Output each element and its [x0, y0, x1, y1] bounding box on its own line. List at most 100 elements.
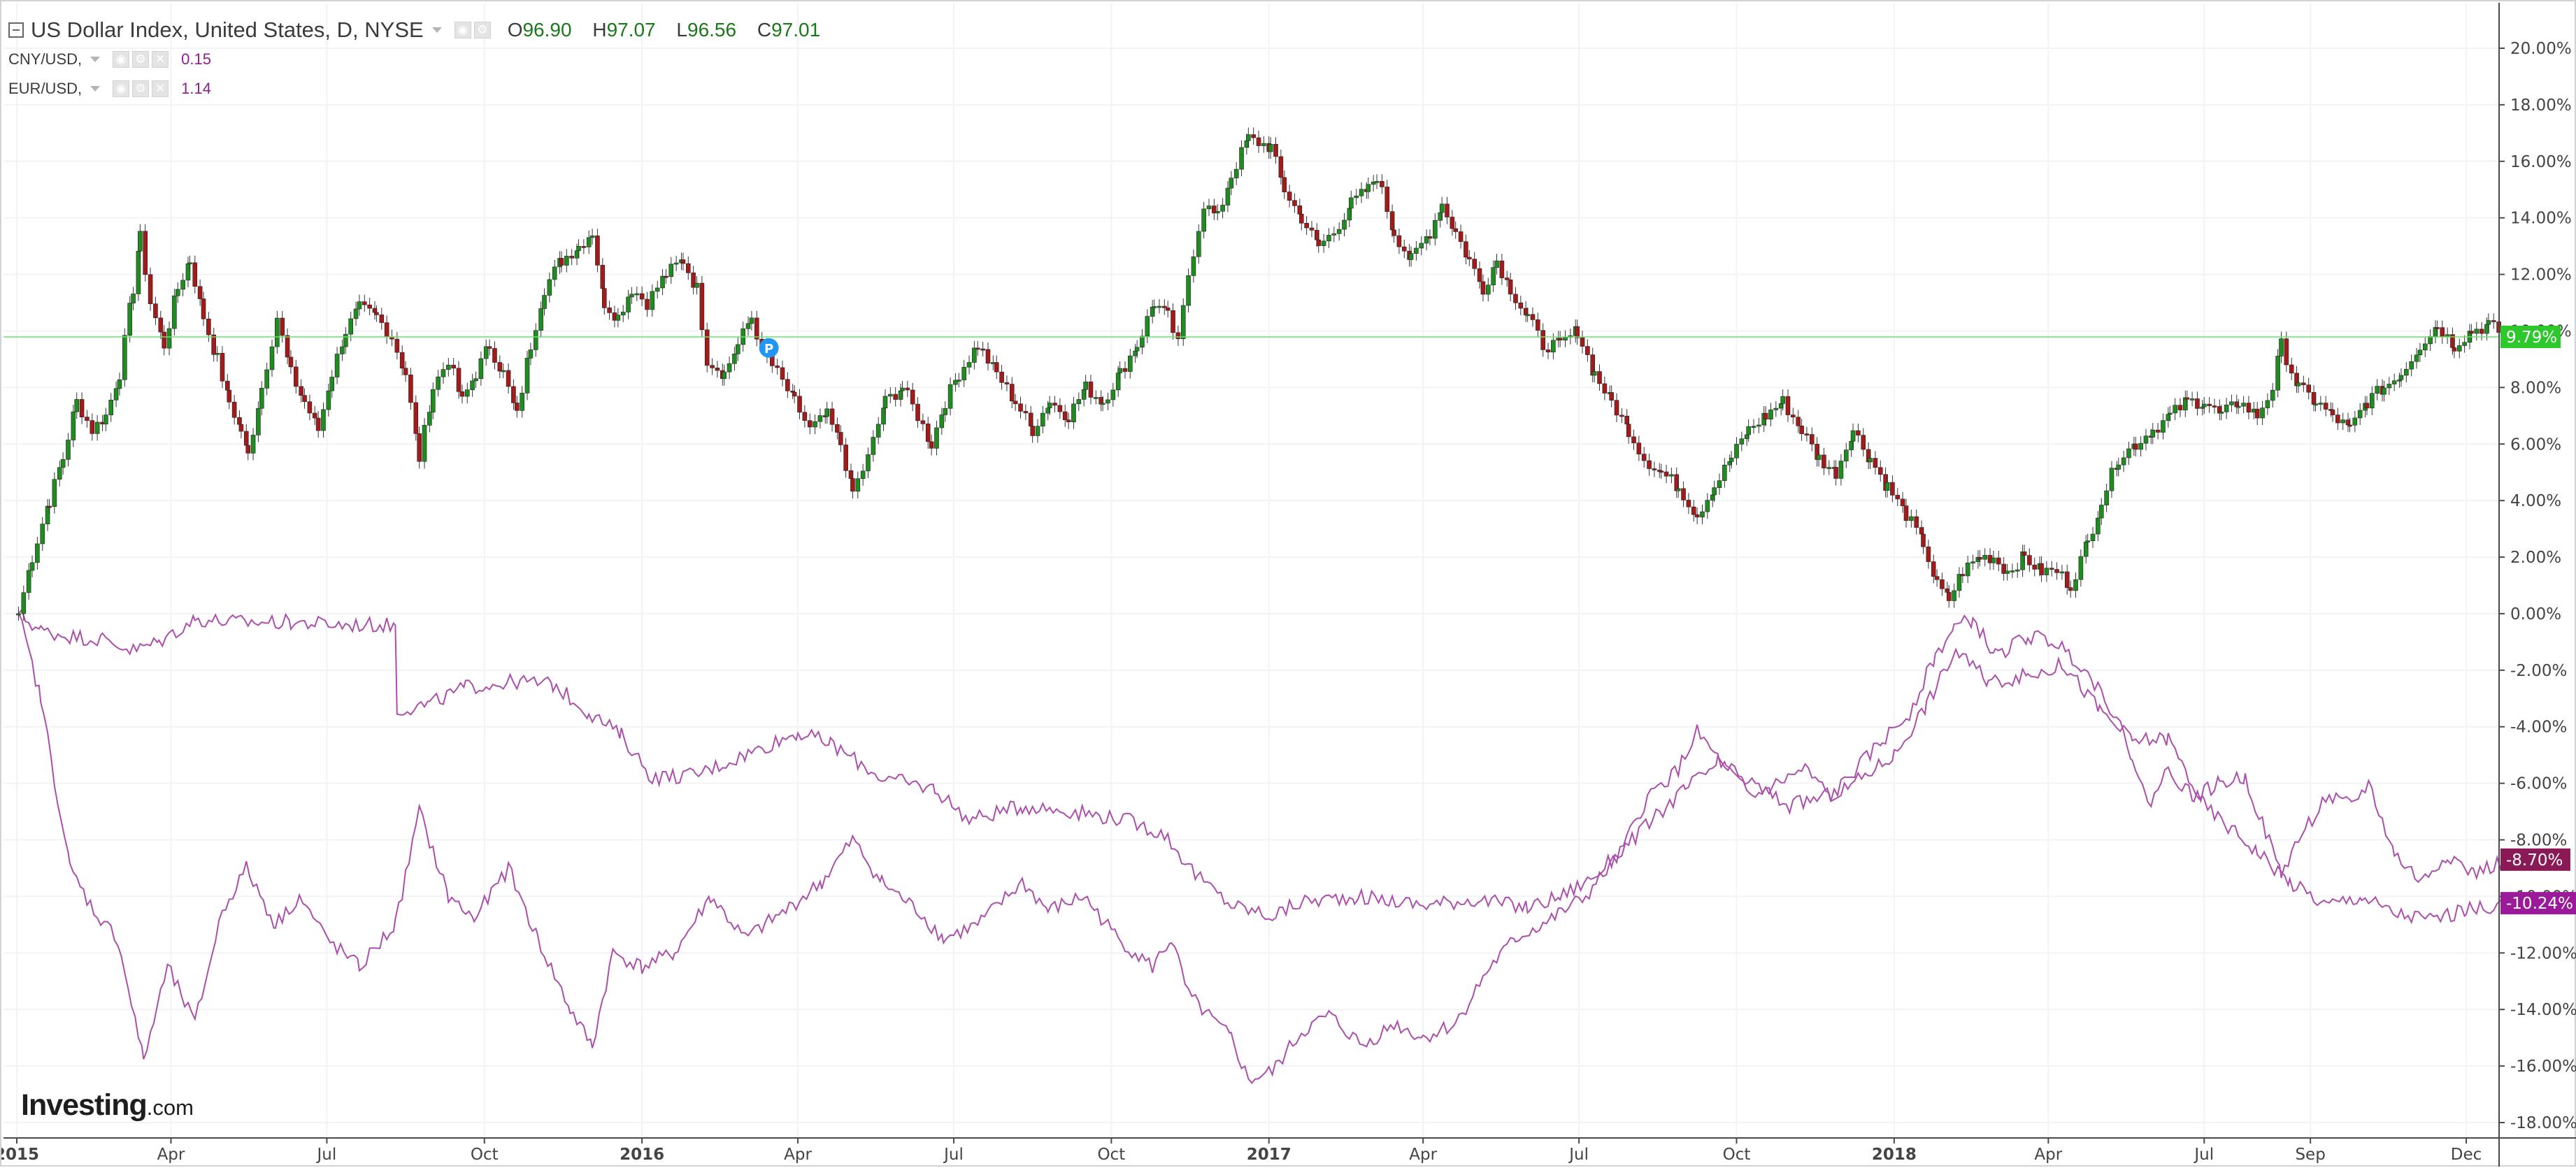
- candle-body: [888, 394, 893, 397]
- candle-body: [1233, 168, 1239, 178]
- candle-body: [2254, 408, 2260, 419]
- close-label: C: [757, 19, 772, 41]
- eur-series-title[interactable]: EUR/USD,: [8, 80, 83, 97]
- candle-body: [1018, 403, 1023, 412]
- candle-body: [1342, 219, 1347, 230]
- candle-body: [1602, 383, 1608, 394]
- candle-body: [749, 317, 754, 324]
- candle-body: [792, 391, 797, 397]
- candle-body: [1057, 405, 1063, 412]
- axes: 20.00%18.00%16.00%14.00%12.00%10.00%8.00…: [1, 3, 2576, 1167]
- candle-body: [626, 296, 631, 312]
- candle-body: [2121, 457, 2126, 466]
- candle-body: [972, 347, 977, 363]
- candle-body: [943, 408, 948, 415]
- candle-body: [1768, 410, 1773, 420]
- gear-icon[interactable]: ⚙: [132, 51, 150, 68]
- candle-body: [1914, 516, 1919, 528]
- price-badge-label: 9.79%: [2506, 329, 2557, 347]
- candle-body: [2207, 403, 2212, 406]
- price-badge: [2500, 892, 2576, 915]
- candle-body: [2462, 342, 2467, 346]
- x-tick-label: Jul: [2193, 1146, 2214, 1164]
- candle-body: [2289, 364, 2294, 374]
- candle-body: [1647, 460, 1652, 469]
- candle-body: [353, 308, 359, 319]
- chevron-down-icon[interactable]: [431, 27, 442, 33]
- eye-icon[interactable]: ◉: [113, 80, 130, 97]
- candle-body: [1536, 319, 1540, 331]
- candle-body: [2177, 405, 2183, 410]
- candle-body: [269, 346, 275, 370]
- candle-body: [2116, 464, 2121, 470]
- candle-body: [1445, 203, 1450, 217]
- candle-body: [2229, 401, 2234, 405]
- candle-body: [1374, 181, 1380, 183]
- candle-body: [1525, 314, 1530, 317]
- close-icon[interactable]: ✕: [152, 51, 169, 68]
- chevron-down-icon[interactable]: [90, 86, 101, 92]
- candle-body: [905, 387, 910, 391]
- candle-body: [220, 353, 225, 382]
- candle-body: [487, 346, 492, 349]
- candle-body: [367, 304, 372, 309]
- candle-body: [122, 335, 127, 380]
- candle-body: [113, 388, 119, 401]
- candle-body: [2435, 327, 2440, 329]
- candle-body: [227, 389, 232, 403]
- candle-body: [2296, 382, 2301, 387]
- candle-body: [2126, 448, 2131, 459]
- candle-body: [1991, 557, 1996, 563]
- x-tick-label: Sep: [2295, 1146, 2325, 1164]
- candle-body: [607, 308, 612, 313]
- candle-body: [1826, 467, 1832, 469]
- candle-body: [66, 440, 71, 460]
- series-layer: P: [3, 127, 2512, 1084]
- y-tick-label: 6.00%: [2510, 435, 2561, 454]
- candle-body: [2409, 361, 2414, 370]
- candle-body: [2096, 517, 2101, 535]
- candle-body: [893, 394, 898, 400]
- candle-body: [1140, 336, 1145, 348]
- candle-body: [2044, 568, 2049, 575]
- candle-body: [2260, 408, 2265, 419]
- candle-body: [1636, 442, 1642, 454]
- candle-body: [1391, 229, 1396, 236]
- cny-series-title[interactable]: CNY/USD,: [8, 50, 83, 68]
- candle-body: [2167, 412, 2173, 415]
- gear-icon[interactable]: ⚙: [473, 22, 491, 38]
- candle-body: [1960, 574, 1966, 577]
- candle-body: [1729, 457, 1734, 462]
- eye-icon[interactable]: ◉: [454, 22, 471, 38]
- candle-body: [1780, 396, 1785, 404]
- candle-body: [1127, 355, 1133, 372]
- gear-icon[interactable]: ⚙: [132, 80, 150, 97]
- candle-body: [664, 275, 668, 278]
- candle-body: [413, 402, 419, 434]
- collapse-icon[interactable]: [8, 22, 24, 38]
- chevron-down-icon[interactable]: [90, 57, 101, 62]
- candle-body: [1873, 458, 1878, 468]
- candle-body: [2469, 331, 2474, 334]
- candle-body: [264, 369, 269, 389]
- candle-body: [379, 315, 385, 323]
- close-icon[interactable]: ✕: [152, 80, 169, 97]
- candle-body: [456, 368, 461, 392]
- candle-body: [900, 387, 905, 391]
- candle-body: [629, 294, 634, 298]
- candle-body: [47, 505, 52, 508]
- candle-body: [138, 231, 143, 252]
- candle-body: [1557, 338, 1563, 340]
- main-series-title[interactable]: US Dollar Index, United States, D, NYSE: [31, 17, 424, 42]
- eye-icon[interactable]: ◉: [113, 51, 130, 68]
- legend-eur-row: EUR/USD, ◉ ⚙ ✕ 1.14: [8, 74, 836, 103]
- candle-body: [1965, 562, 1970, 577]
- candle-body: [1062, 411, 1068, 420]
- candle-body: [2491, 320, 2496, 322]
- candle-body: [245, 445, 251, 454]
- candle-body: [785, 379, 790, 391]
- candle-body: [975, 347, 980, 350]
- x-tick-label: Apr: [2034, 1146, 2062, 1164]
